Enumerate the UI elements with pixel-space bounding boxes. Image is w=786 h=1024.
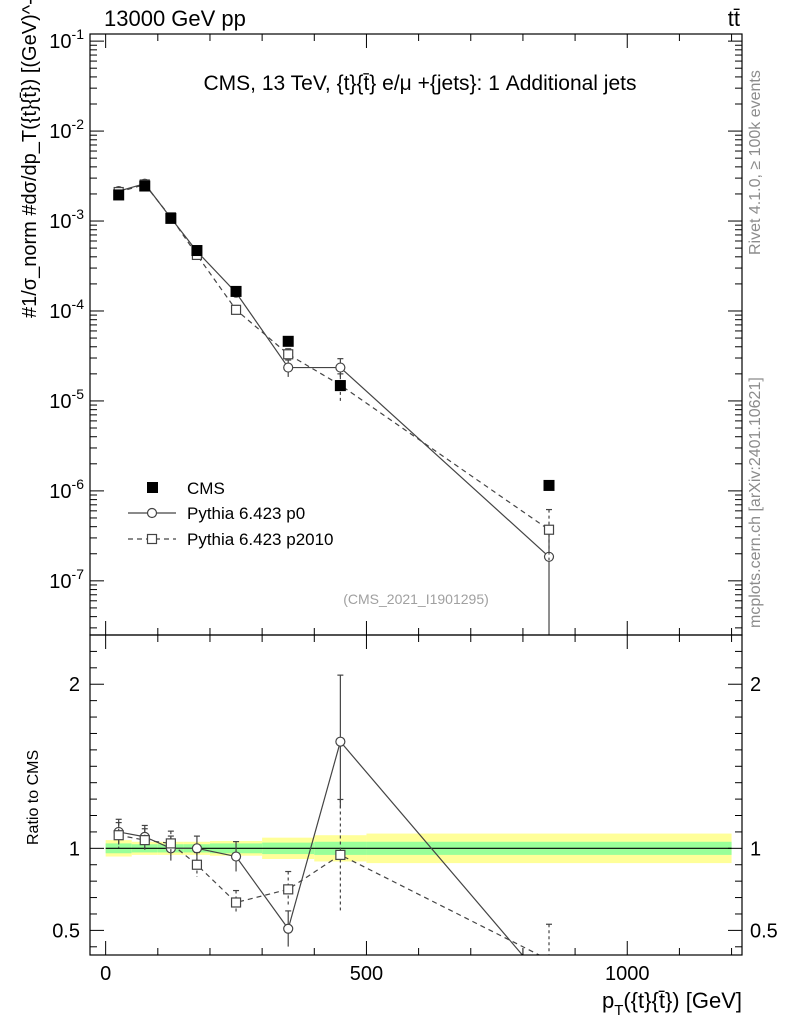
x-tick-label-0: 0 bbox=[100, 963, 111, 985]
header-left: 13000 GeV pp bbox=[104, 6, 246, 31]
ratio-marker-s1-5 bbox=[283, 923, 294, 934]
ratio-marker-s1-6 bbox=[335, 736, 346, 747]
ratio-y-label: Ratio to CMS bbox=[25, 750, 42, 845]
legend-label-p2010: Pythia 6.423 p2010 bbox=[187, 530, 334, 549]
y-axis-label-text: #1/σ_norm #dσ/dp_T({t}{t̄}) [(GeV)^-1] bbox=[19, 0, 41, 318]
ratio-tick-label-right-1: 1 bbox=[750, 838, 761, 860]
y-tick-label-3: 10-4 bbox=[49, 296, 84, 323]
ratio-marker-s2-4 bbox=[230, 897, 242, 908]
header-right: tt̄ bbox=[728, 6, 740, 31]
data-point-cms-5 bbox=[282, 335, 294, 347]
series-line-1 bbox=[118, 183, 550, 558]
ratio-marker-s2-0 bbox=[113, 830, 124, 841]
legend-marker-p0 bbox=[146, 507, 158, 519]
y-tick-exponent-0: -7 bbox=[72, 566, 85, 582]
y-tick-exponent-1: -6 bbox=[72, 476, 85, 492]
y-tick-mantissa-4: 10 bbox=[49, 211, 71, 233]
marker-s1-5 bbox=[283, 362, 294, 373]
ratio-marker-s1-3 bbox=[191, 843, 203, 854]
y-tick-exponent-2: -5 bbox=[72, 386, 85, 402]
ratio-tick-label-right-2: 2 bbox=[750, 674, 761, 696]
y-tick-exponent-3: -4 bbox=[72, 296, 85, 312]
ratio-marker-s2-2 bbox=[165, 838, 176, 849]
ratio-tick-label-right-0: 0.5 bbox=[750, 920, 778, 942]
y-tick-label-2: 10-5 bbox=[49, 386, 84, 413]
legend-label-p0: Pythia 6.423 p0 bbox=[187, 504, 305, 523]
ratio-line-1 bbox=[118, 740, 524, 955]
ratio-marker-s2-6 bbox=[335, 849, 346, 860]
ratio-plot-layer bbox=[113, 674, 555, 991]
x-axis-label-main: p bbox=[602, 988, 614, 1013]
y-tick-label-5: 10-2 bbox=[49, 116, 84, 143]
ratio-tick-label-left-1: 1 bbox=[69, 838, 80, 860]
watermark: (CMS_2021_I1901295) bbox=[343, 591, 489, 607]
y-tick-mantissa-5: 10 bbox=[49, 121, 71, 143]
y-tick-mantissa-2: 10 bbox=[49, 391, 71, 413]
data-point-cms-6 bbox=[334, 380, 346, 392]
axes-layer: 10-710-610-510-410-310-210-10.5 0.51 12 20 5… bbox=[49, 26, 778, 985]
y-tick-label-1: 10-6 bbox=[49, 476, 84, 503]
y-tick-mantissa-0: 10 bbox=[49, 571, 71, 593]
legend-marker-cms bbox=[147, 482, 158, 493]
legend-marker-p2010 bbox=[146, 533, 158, 545]
y-tick-mantissa-1: 10 bbox=[49, 481, 71, 503]
data-point-cms-7 bbox=[543, 479, 555, 491]
ratio-marker-s2-3 bbox=[191, 859, 203, 870]
side-label-top: Rivet 4.1.0, ≥ 100k events bbox=[747, 70, 764, 255]
legend-label-cms: CMS bbox=[187, 479, 225, 498]
y-axis-label: #1/σ_norm #dσ/dp_T({t}{t̄}) [(GeV)^-1] bbox=[19, 0, 41, 318]
ratio-marker-s1-4 bbox=[230, 851, 242, 862]
y-tick-exponent-5: -2 bbox=[72, 116, 85, 132]
data-point-cms-2 bbox=[165, 212, 177, 224]
main-plot-layer bbox=[113, 178, 555, 635]
data-point-cms-3 bbox=[191, 245, 203, 257]
series-line-2 bbox=[118, 183, 550, 531]
x-tick-label-1: 500 bbox=[350, 963, 383, 985]
y-tick-label-6: 10-1 bbox=[49, 26, 84, 53]
ratio-tick-label-left-0: 0.5 bbox=[52, 920, 80, 942]
side-label-bottom: mcplots.cern.ch [arXiv:2401.10621] bbox=[747, 377, 764, 628]
x-tick-label-2: 1000 bbox=[605, 963, 650, 985]
y-tick-label-0: 10-7 bbox=[49, 566, 84, 593]
plot-title: CMS, 13 TeV, {t}{t̄} e/μ +{jets}: 1 Addi… bbox=[204, 72, 637, 95]
y-tick-mantissa-3: 10 bbox=[49, 301, 71, 323]
x-axis-label-rest: ({t}{t̄}) [GeV] bbox=[623, 988, 742, 1013]
marker-s1-6 bbox=[335, 362, 346, 373]
y-tick-label-4: 10-3 bbox=[49, 206, 84, 233]
legend: CMS Pythia 6.423 p0 Pythia 6.423 p2010 bbox=[128, 479, 334, 549]
marker-s2-4 bbox=[230, 304, 242, 315]
ratio-marker-s2-5 bbox=[283, 884, 294, 895]
marker-s2-5 bbox=[283, 349, 294, 360]
ratio-marker-s2-7 bbox=[543, 954, 555, 955]
ratio-marker-s1-7 bbox=[545, 982, 554, 991]
y-tick-mantissa-6: 10 bbox=[49, 31, 71, 53]
data-point-cms-1 bbox=[139, 180, 151, 192]
marker-s2-7 bbox=[543, 524, 555, 535]
x-axis-label-sub: T bbox=[614, 1002, 623, 1019]
y-tick-exponent-4: -3 bbox=[72, 206, 85, 222]
x-axis-label: pT({t}{t̄}) [GeV] bbox=[602, 988, 742, 1019]
y-tick-exponent-6: -1 bbox=[72, 26, 85, 42]
data-point-cms-0 bbox=[113, 189, 125, 201]
ratio-frame bbox=[89, 634, 743, 956]
data-point-cms-4 bbox=[230, 285, 242, 297]
ratio-tick-label-left-2: 2 bbox=[69, 674, 80, 696]
ratio-marker-s2-1 bbox=[139, 835, 150, 846]
